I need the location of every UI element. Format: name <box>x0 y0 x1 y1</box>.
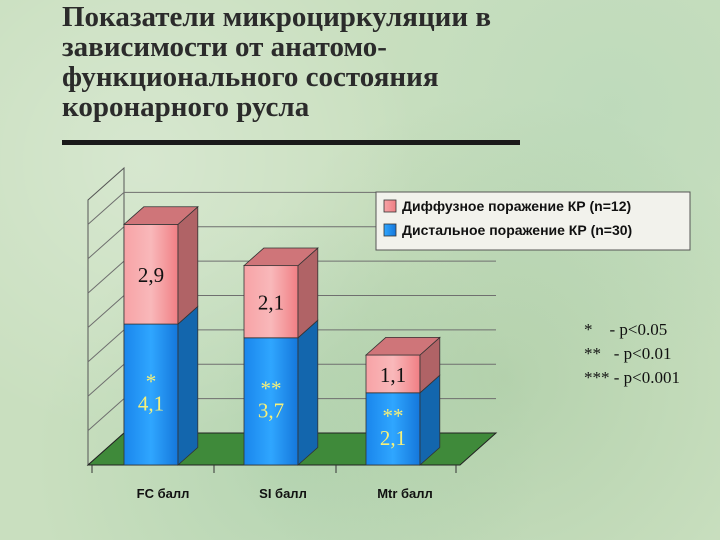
significance-mark-0: * <box>146 370 157 394</box>
significance-mark-2: ** <box>383 404 404 428</box>
data-label-top-2: 1,1 <box>380 363 406 387</box>
data-label-bottom-1: 3,7 <box>258 398 284 422</box>
bar-top-0-front <box>123 223 179 325</box>
gridline <box>87 191 496 225</box>
bar-cap-1 <box>242 247 319 267</box>
significance-mark-1: ** <box>261 376 282 400</box>
side-wall <box>87 166 125 467</box>
title-underline <box>62 140 520 145</box>
x-tick-label-2: Mtr балл <box>377 486 433 501</box>
data-label-top-1: 2,1 <box>258 291 284 315</box>
legend-box <box>375 191 691 251</box>
significance-line-p005: * - p<0.05 <box>584 320 668 339</box>
bar-bottom-0-front <box>123 323 179 466</box>
bar-cap-0 <box>122 206 199 225</box>
x-tick-label-0: FC балл <box>137 486 190 501</box>
legend-swatch-diffuse <box>383 199 397 213</box>
legend-swatch-distal <box>383 223 397 237</box>
bar-bottom-0-side <box>177 305 199 466</box>
bar-bottom-2-front <box>365 392 421 466</box>
data-label-bottom-0: 4,1 <box>138 392 164 416</box>
data-label-top-0: 2,9 <box>138 263 164 287</box>
legend-label-distal: Дистальное поражение КР (n=30) <box>402 222 632 238</box>
bar-bottom-1-front <box>243 337 299 466</box>
x-tick-label-1: SI балл <box>259 486 307 501</box>
bars-layer <box>122 205 441 466</box>
bar-top-0-side <box>177 205 199 325</box>
legend: Диффузное поражение КР (n=12) Дистальное … <box>375 191 691 251</box>
data-label-bottom-2: 2,1 <box>380 426 406 450</box>
legend-label-diffuse: Диффузное поражение КР (n=12) <box>402 198 631 214</box>
significance-line-p0001: *** - p<0.001 <box>584 368 680 387</box>
bar-bottom-1-side <box>297 319 319 466</box>
page-title: Показатели микроциркуляции в зависимости… <box>62 1 491 123</box>
significance-line-p001: ** - p<0.01 <box>584 344 672 363</box>
bar-cap-2 <box>364 337 441 356</box>
